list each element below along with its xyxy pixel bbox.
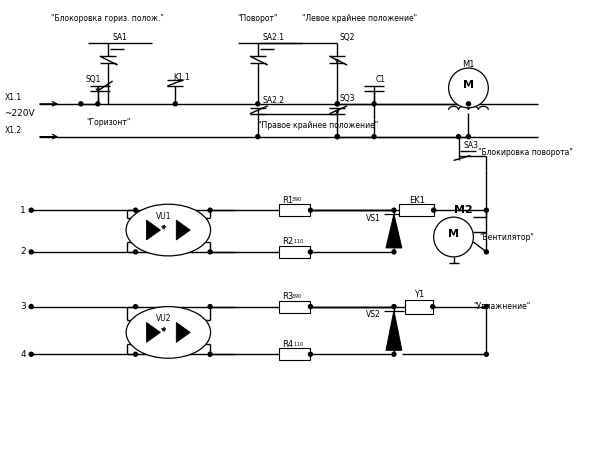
Polygon shape: [176, 322, 190, 342]
Bar: [278, 301, 310, 313]
Text: M: M: [448, 229, 459, 239]
Text: $_{390}$: $_{390}$: [290, 292, 302, 301]
Circle shape: [392, 250, 396, 254]
Text: EK1: EK1: [409, 196, 425, 205]
Text: SA3: SA3: [463, 141, 478, 150]
Circle shape: [134, 250, 137, 254]
Polygon shape: [146, 220, 160, 240]
Circle shape: [308, 305, 313, 308]
Circle shape: [256, 135, 260, 139]
Text: SQ1: SQ1: [86, 75, 101, 83]
Circle shape: [256, 102, 260, 106]
Circle shape: [484, 352, 488, 356]
Text: VS1: VS1: [366, 214, 381, 223]
Text: "Увлажнение": "Увлажнение": [473, 302, 530, 311]
Text: 4: 4: [20, 350, 26, 359]
Text: SA2.2: SA2.2: [263, 96, 285, 105]
Text: $_{390}$: $_{390}$: [290, 196, 302, 205]
Circle shape: [308, 352, 313, 356]
Polygon shape: [386, 214, 402, 248]
Circle shape: [29, 352, 33, 356]
Text: $_{110}$: $_{110}$: [293, 340, 304, 348]
Text: R1: R1: [283, 196, 294, 205]
Circle shape: [96, 102, 100, 106]
Text: C1: C1: [376, 75, 386, 83]
Text: SA2.1: SA2.1: [263, 33, 285, 42]
Text: X1.1: X1.1: [4, 93, 22, 102]
Circle shape: [431, 305, 434, 308]
Ellipse shape: [126, 204, 211, 256]
Circle shape: [466, 102, 470, 106]
Circle shape: [208, 250, 212, 254]
Bar: [400, 204, 434, 216]
Text: R2: R2: [283, 238, 294, 247]
Text: "Вентилятор": "Вентилятор": [479, 232, 534, 241]
Text: "Горизонт": "Горизонт": [86, 118, 130, 127]
Circle shape: [134, 352, 137, 356]
Ellipse shape: [126, 307, 211, 358]
Polygon shape: [386, 310, 402, 350]
Bar: [278, 204, 310, 216]
Circle shape: [484, 250, 488, 254]
Text: 1: 1: [20, 206, 26, 215]
Text: VU2: VU2: [155, 314, 171, 323]
Circle shape: [484, 208, 488, 212]
Text: VU1: VU1: [155, 212, 171, 221]
Text: "Блокоровка гориз. полож.": "Блокоровка гориз. полож.": [51, 14, 164, 23]
Circle shape: [29, 208, 33, 212]
Bar: [278, 246, 310, 258]
Text: SQ2: SQ2: [339, 33, 355, 42]
Circle shape: [466, 135, 470, 139]
Text: M2: M2: [454, 205, 473, 215]
Circle shape: [335, 135, 339, 139]
Circle shape: [457, 135, 460, 139]
Text: ~220V: ~220V: [4, 109, 35, 118]
Circle shape: [134, 208, 137, 212]
Text: "Левое крайнее положение": "Левое крайнее положение": [302, 14, 416, 23]
Circle shape: [484, 305, 488, 308]
Text: "Блокировка поворота": "Блокировка поворота": [478, 148, 573, 157]
Text: "Правое крайнее положение": "Правое крайнее положение": [258, 121, 378, 130]
Text: $_{110}$: $_{110}$: [293, 238, 304, 246]
Polygon shape: [146, 322, 160, 342]
Text: 3: 3: [20, 302, 26, 311]
Circle shape: [431, 208, 436, 212]
Circle shape: [335, 135, 339, 139]
Circle shape: [208, 208, 212, 212]
Circle shape: [449, 68, 488, 108]
Circle shape: [79, 102, 83, 106]
Circle shape: [372, 135, 376, 139]
Bar: [278, 348, 310, 360]
Text: VS2: VS2: [366, 310, 381, 319]
Circle shape: [134, 305, 137, 308]
Circle shape: [308, 208, 313, 212]
Circle shape: [392, 208, 396, 212]
Text: M: M: [463, 80, 474, 90]
Circle shape: [208, 352, 212, 356]
Text: SA1: SA1: [113, 33, 128, 42]
Polygon shape: [176, 220, 190, 240]
Circle shape: [29, 305, 33, 308]
Circle shape: [392, 305, 396, 308]
Text: K1.1: K1.1: [173, 72, 190, 81]
Circle shape: [173, 102, 177, 106]
Circle shape: [208, 305, 212, 308]
Text: X1.2: X1.2: [4, 126, 22, 135]
Text: R3: R3: [283, 292, 294, 301]
Text: Y1: Y1: [413, 290, 424, 299]
Circle shape: [372, 102, 376, 106]
Text: SQ3: SQ3: [339, 94, 355, 103]
Circle shape: [308, 250, 313, 254]
Circle shape: [434, 217, 473, 257]
Circle shape: [29, 250, 33, 254]
Bar: [405, 299, 433, 314]
Circle shape: [335, 102, 339, 106]
Circle shape: [335, 102, 339, 106]
Text: R4: R4: [283, 340, 294, 349]
Text: M1: M1: [462, 60, 475, 69]
Text: "Поворот": "Поворот": [238, 14, 278, 23]
Text: 2: 2: [20, 248, 26, 257]
Circle shape: [392, 352, 396, 356]
